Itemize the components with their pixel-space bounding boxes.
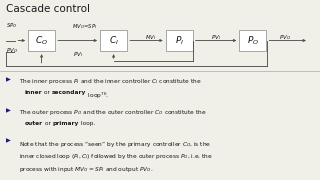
Text: Cascade control: Cascade control [6,4,91,15]
Text: process with input $MV_O = SP_I$ and output $PV_O$.: process with input $MV_O = SP_I$ and out… [19,165,153,174]
Text: The inner process $P_I$ and the inner controller $C_I$ constitute the: The inner process $P_I$ and the inner co… [19,77,201,86]
Text: $MV_O\!=\!SP_I$: $MV_O\!=\!SP_I$ [72,22,97,31]
Text: ▶: ▶ [6,139,11,144]
Text: $C_I$: $C_I$ [108,34,119,47]
Text: $P_I$: $P_I$ [175,34,184,47]
FancyBboxPatch shape [239,30,266,51]
Text: outer: outer [24,121,43,126]
Text: ▶: ▶ [6,108,11,113]
FancyBboxPatch shape [100,30,127,51]
Text: $PV_I$: $PV_I$ [73,50,83,59]
Text: primary: primary [52,121,79,126]
Text: secondary: secondary [52,90,86,95]
FancyBboxPatch shape [166,30,193,51]
Text: $P_O$: $P_O$ [247,34,259,47]
Text: The outer process $P_O$ and the outer controller $C_O$ constitute the: The outer process $P_O$ and the outer co… [19,108,206,117]
Text: or: or [43,121,52,126]
Text: $PV_O$: $PV_O$ [6,46,18,55]
Text: loop$^{76}$.: loop$^{76}$. [86,90,109,101]
Text: $C_O$: $C_O$ [35,34,48,47]
FancyBboxPatch shape [28,30,55,51]
Text: loop.: loop. [79,121,95,126]
Text: inner closed loop $(P_I, C_I)$ followed by the outer process $P_O$, i.e. the: inner closed loop $(P_I, C_I)$ followed … [19,152,213,161]
Text: $PV_O$: $PV_O$ [279,33,291,42]
Text: $MV_I$: $MV_I$ [145,33,157,42]
Text: $PV_I$: $PV_I$ [211,33,221,42]
Text: or: or [42,90,52,95]
Text: $SP_O$: $SP_O$ [6,21,18,30]
Text: Note that the process “seen” by the primary controller $C_O$, is the: Note that the process “seen” by the prim… [19,139,211,149]
Text: inner: inner [24,90,42,95]
Text: ▶: ▶ [6,77,11,82]
